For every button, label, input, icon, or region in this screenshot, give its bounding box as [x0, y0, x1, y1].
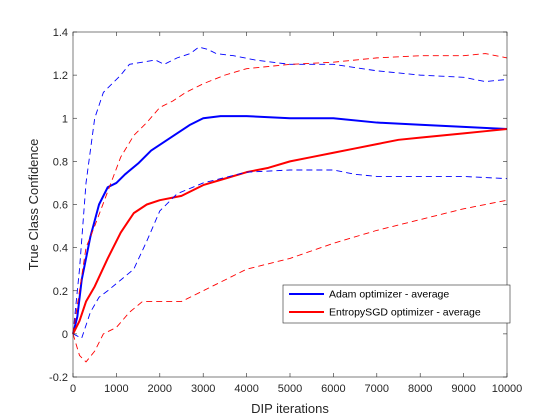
x-tick-label: 4000	[234, 383, 258, 395]
y-tick-label: 0	[62, 329, 68, 341]
x-tick-label: 8000	[408, 383, 432, 395]
x-tick-label: 10000	[492, 383, 523, 395]
x-tick-label: 6000	[321, 383, 345, 395]
y-tick-label: 0.4	[53, 243, 68, 255]
x-tick-label: 5000	[278, 383, 302, 395]
legend-box	[282, 284, 511, 324]
y-tick-label: 1.2	[53, 70, 68, 82]
legend-label-adam: Adam optimizer - average	[329, 289, 449, 301]
series-adam-average	[72, 115, 508, 335]
series-entropysgd-lower-bound	[72, 199, 508, 363]
legend-label-entropysgd: EntropySGD optimizer - average	[329, 307, 481, 319]
y-tick-label: 1.4	[53, 27, 68, 39]
x-tick-label: 0	[70, 383, 76, 395]
y-tick-label: 1	[62, 113, 68, 125]
y-tick-label: 0.6	[53, 200, 68, 212]
series-entropysgd-upper-bound	[72, 53, 508, 334]
y-tick-label: 0.2	[53, 286, 68, 298]
axes-layer: 0 1000 2000 3000 4000 5000 6000 7000 8000 9000 100…	[49, 27, 522, 395]
x-axis-title: DIP iterations	[251, 401, 329, 416]
series-adam-lower-bound	[72, 169, 508, 339]
x-tick-label: 1000	[104, 383, 128, 395]
legend: Adam optimizer - average EntropySGD opti…	[282, 284, 511, 324]
y-axis-title: True Class Confidence	[26, 139, 41, 271]
y-tick-label: 0.8	[53, 156, 68, 168]
series-layer	[72, 46, 508, 363]
series-adam-upper-bound	[72, 46, 508, 334]
x-tick-label: 2000	[148, 383, 172, 395]
x-tick-label: 3000	[191, 383, 215, 395]
x-tick-label: 7000	[365, 383, 389, 395]
x-tick-label: 9000	[451, 383, 475, 395]
y-tick-label: -0.2	[49, 372, 68, 384]
plot-area	[73, 32, 507, 377]
